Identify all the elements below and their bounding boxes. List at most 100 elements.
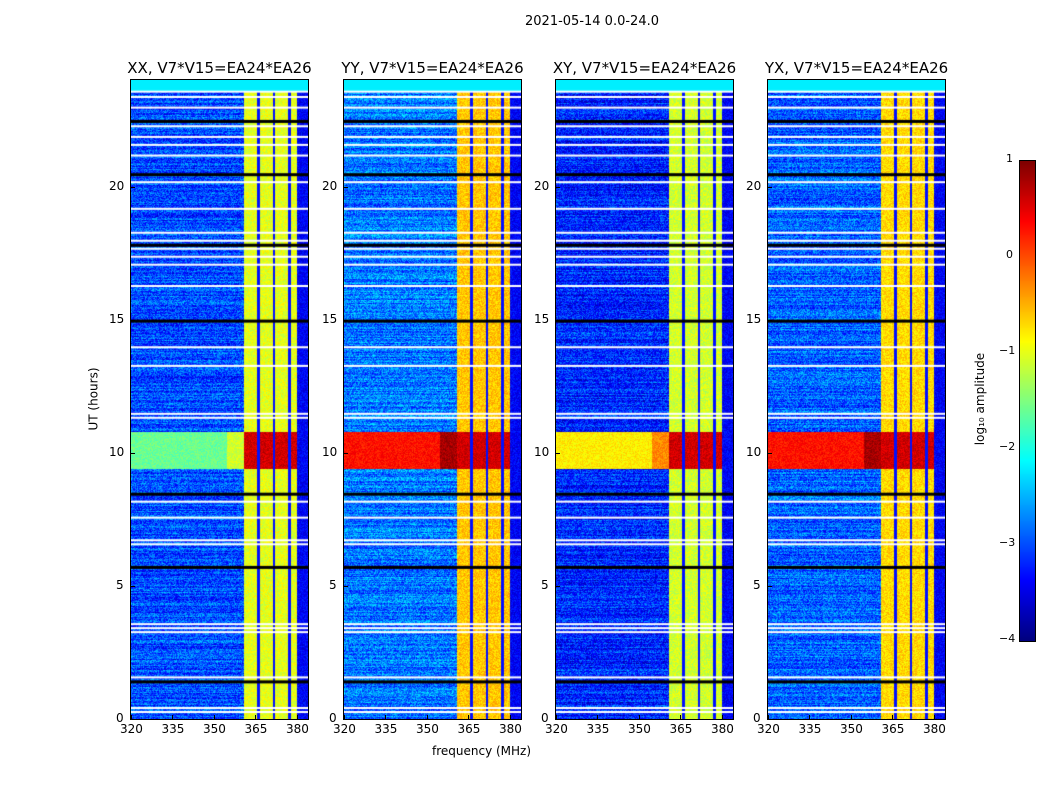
x-tick (768, 715, 769, 719)
heatmap-panel-xy (555, 79, 734, 720)
x-tick (721, 715, 723, 719)
x-tick (213, 715, 215, 719)
x-tick (172, 715, 174, 719)
y-tick-label: 5 (116, 577, 124, 592)
y-tick-label: 10 (109, 444, 125, 459)
y-tick-label: 5 (753, 577, 761, 592)
y-tick-label: 5 (329, 577, 337, 592)
y-tick (131, 452, 135, 454)
x-tick (255, 715, 257, 719)
x-tick-label: 335 (586, 722, 610, 736)
x-tick-label: 320 (333, 722, 356, 736)
x-tick (597, 715, 599, 719)
y-tick-label: 0 (753, 711, 761, 725)
y-tick (556, 186, 560, 188)
y-tick (556, 319, 560, 321)
x-tick-label: 365 (244, 722, 268, 736)
y-tick (768, 585, 772, 587)
y-tick (131, 186, 135, 188)
x-tick (385, 715, 387, 719)
y-tick (344, 319, 348, 321)
x-tick (556, 715, 557, 719)
figure-title: 2021-05-14 0.0-24.0 (525, 14, 659, 29)
y-tick (344, 186, 348, 188)
y-tick-label: 20 (534, 178, 550, 193)
y-tick-label: 10 (746, 444, 762, 459)
y-tick (768, 319, 772, 321)
heatmap-panel-xx (130, 79, 309, 720)
colorbar-tick-label: −2 (999, 440, 1016, 453)
x-tick-label: 350 (627, 722, 651, 736)
x-tick (509, 715, 511, 719)
x-tick-label: 365 (669, 722, 693, 736)
y-tick-label: 0 (329, 711, 337, 725)
x-tick (933, 715, 935, 719)
x-tick-label: 335 (161, 722, 185, 736)
y-tick (344, 452, 348, 454)
y-tick (131, 719, 135, 720)
x-tick-label: 380 (498, 722, 522, 736)
y-tick-label: 0 (116, 711, 124, 725)
y-tick-label: 10 (534, 444, 550, 459)
y-tick-label: 15 (746, 311, 762, 326)
x-tick-label: 350 (839, 722, 863, 736)
x-tick (809, 715, 811, 719)
y-tick (556, 719, 560, 720)
y-tick-label: 20 (746, 178, 762, 193)
colorbar-tick-label: −3 (999, 536, 1016, 549)
x-tick (426, 715, 428, 719)
x-tick-label: 380 (922, 722, 946, 736)
y-tick-label: 15 (109, 311, 125, 326)
y-tick (344, 585, 348, 587)
x-tick (296, 715, 298, 719)
x-tick-label: 350 (202, 722, 226, 736)
y-tick-label: 15 (322, 311, 338, 326)
y-tick-label: 15 (534, 311, 550, 326)
y-tick-label: 20 (322, 178, 338, 193)
panel-title: XY, V7*V15=EA24*EA26 (552, 59, 737, 77)
colorbar-label: log₁₀ amplitude (973, 352, 988, 446)
y-tick (344, 719, 348, 720)
x-tick (468, 715, 470, 719)
y-tick (768, 719, 772, 720)
x-tick (131, 715, 132, 719)
colorbar-tick-label: 1 (1006, 152, 1013, 165)
x-tick-label: 320 (545, 722, 568, 736)
x-tick-label: 365 (881, 722, 905, 736)
y-tick-label: 20 (109, 178, 125, 193)
y-tick (131, 319, 135, 321)
x-tick-label: 350 (415, 722, 439, 736)
y-tick (556, 585, 560, 587)
heatmap-panel-yy (343, 79, 522, 720)
panel-title: YY, V7*V15=EA24*EA26 (341, 59, 524, 77)
x-tick-label: 320 (757, 722, 780, 736)
x-tick-label: 335 (798, 722, 822, 736)
x-tick-label: 380 (285, 722, 309, 736)
x-tick-label: 380 (710, 722, 734, 736)
x-tick (850, 715, 852, 719)
colorbar-tick-label: 0 (1006, 248, 1013, 261)
y-tick-label: 10 (322, 444, 338, 459)
panel-title: XX, V7*V15=EA24*EA26 (127, 59, 312, 77)
x-tick (344, 715, 345, 719)
colorbar-tick-label: −4 (999, 632, 1016, 645)
y-tick (768, 186, 772, 188)
x-axis-label: frequency (MHz) (432, 744, 532, 758)
heatmap-panel-yx (767, 79, 946, 720)
colorbar-tick-label: −1 (999, 344, 1016, 357)
x-tick (892, 715, 894, 719)
x-tick (680, 715, 682, 719)
y-tick-label: 5 (541, 577, 549, 592)
y-axis-label: UT (hours) (86, 367, 101, 431)
y-tick-label: 0 (541, 711, 549, 725)
y-tick (131, 585, 135, 587)
y-tick (768, 452, 772, 454)
colorbar (1019, 160, 1036, 642)
y-tick (556, 452, 560, 454)
x-tick-label: 320 (120, 722, 143, 736)
x-tick-label: 365 (457, 722, 481, 736)
x-tick-label: 335 (374, 722, 398, 736)
panel-title: YX, V7*V15=EA24*EA26 (764, 59, 949, 77)
x-tick (638, 715, 640, 719)
